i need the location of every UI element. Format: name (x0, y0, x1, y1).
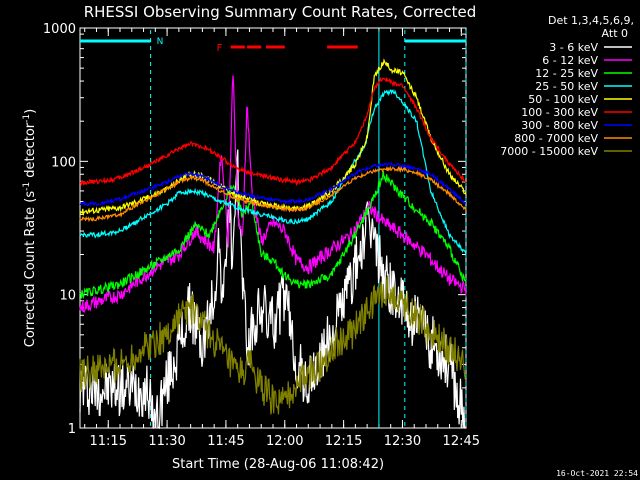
legend-header-2: Att 0 (602, 27, 628, 40)
y-tick-label: 1000 (43, 22, 76, 37)
legend-label-red: 100 - 300 keV (521, 106, 598, 119)
series-line-red (79, 76, 467, 187)
legend-label-blue: 300 - 800 keV (521, 119, 598, 132)
chart-title: RHESSI Observing Summary Count Rates, Co… (84, 3, 477, 21)
x-tick-label: 12:45 (443, 434, 480, 449)
y-axis-label-mid: detector (23, 122, 38, 182)
series-line-orange (79, 165, 467, 222)
x-tick-label: 11:45 (207, 434, 244, 449)
y-axis-label-end: ) (23, 109, 38, 114)
x-tick-label: 12:00 (266, 434, 303, 449)
legend-label-magenta: 6 - 12 keV (542, 54, 598, 67)
series-line-olive (79, 275, 467, 415)
x-tick-label: 12:15 (325, 434, 362, 449)
legend-header-1: Det 1,3,4,5,6,9, (548, 14, 634, 27)
legend-label-cyan: 25 - 50 keV (535, 80, 598, 93)
y-axis-label: Corrected Count Rate (s-1 detector-1) (22, 109, 38, 347)
x-tick-label: 11:30 (148, 434, 185, 449)
legend-label-black: 3 - 6 keV (549, 41, 598, 54)
series-line-yellow (79, 58, 467, 217)
observing-annotations: NF (80, 30, 467, 428)
y-axis: 1 10 100 1000 (43, 22, 466, 437)
flare-label: F (217, 43, 223, 54)
x-tick-label: 12:30 (384, 434, 421, 449)
legend-label-olive: 7000 - 15000 keV (500, 145, 598, 158)
series-line-black (79, 149, 466, 430)
legend-label-yellow: 50 - 100 keV (528, 93, 598, 106)
series-line-green (79, 171, 467, 300)
x-tick-label: 11:15 (90, 434, 127, 449)
y-tick-label: 100 (51, 155, 76, 170)
x-axis-label: Start Time (28-Aug-06 11:08:42) (172, 457, 384, 472)
y-tick-label: 10 (59, 289, 76, 304)
y-axis-label-start: Corrected Count Rate (s (23, 191, 38, 348)
legend-label-green: 12 - 25 keV (535, 67, 598, 80)
x-axis: 11:15 11:30 11:45 12:00 12:15 12:30 12:45 (84, 28, 480, 449)
legend-label-orange: 800 - 7000 keV (514, 132, 598, 145)
y-axis-label-exp2: -1 (22, 114, 32, 123)
y-axis-label-exp1: -1 (22, 182, 32, 191)
y-tick-label: 1 (68, 422, 76, 437)
plot-area: 1 10 100 1000 11:15 11:30 11:45 12:00 12:15 12:3… (43, 22, 480, 449)
night-label: N (157, 37, 164, 47)
series-line-blue (79, 161, 467, 207)
series-lines (79, 58, 467, 430)
timestamp: 16-Oct-2021 22:54 (556, 469, 638, 478)
series-line-cyan (79, 89, 467, 257)
